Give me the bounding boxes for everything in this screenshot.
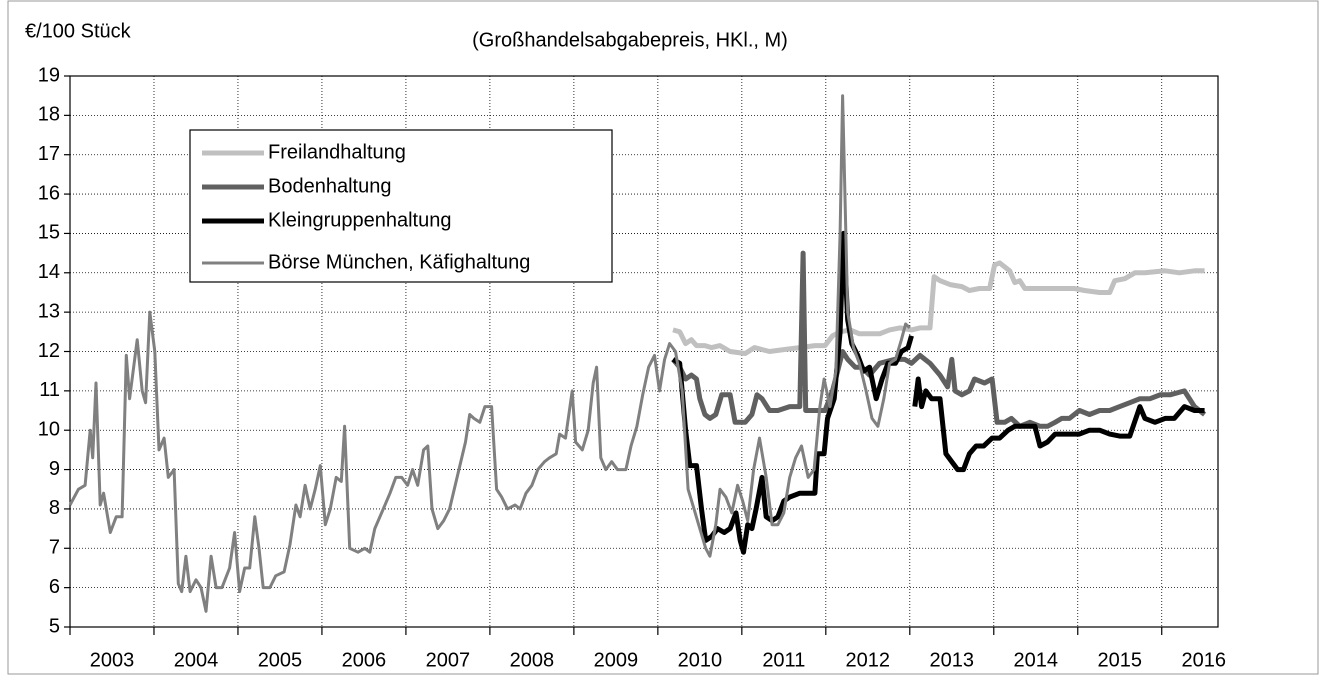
y-tick-label: 15 xyxy=(38,222,60,244)
y-tick-label: 12 xyxy=(38,340,60,362)
x-tick-label: 2006 xyxy=(342,649,387,671)
series-line xyxy=(671,250,1207,429)
x-tick-label: 2004 xyxy=(174,649,219,671)
y-tick-label: 18 xyxy=(38,104,60,126)
legend-label: Kleingruppenhaltung xyxy=(268,209,452,231)
x-tick-label: 2013 xyxy=(930,649,975,671)
x-tick-label: 2003 xyxy=(90,649,135,671)
y-tick-label: 6 xyxy=(49,576,60,598)
y-tick-label: 13 xyxy=(38,300,60,322)
y-tick-label: 11 xyxy=(39,379,60,401)
y-tick-label: 10 xyxy=(38,418,60,440)
y-tick-label: 7 xyxy=(49,537,60,559)
x-tick-label: 2012 xyxy=(846,649,891,671)
series-line xyxy=(68,94,911,613)
legend-label: Freilandhaltung xyxy=(268,141,406,163)
x-tick-label: 2011 xyxy=(762,649,805,671)
y-tick-label: 9 xyxy=(49,458,60,480)
x-tick-label: 2005 xyxy=(258,649,303,671)
x-tick-label: 2009 xyxy=(594,649,639,671)
x-tick-label: 2010 xyxy=(678,649,723,671)
legend-label: Börse München, Käfighaltung xyxy=(268,251,530,273)
series-line xyxy=(912,376,1205,473)
y-tick-label: 16 xyxy=(38,182,60,204)
x-tick-label: 2015 xyxy=(1097,649,1142,671)
y-tick-label: 5 xyxy=(49,615,60,637)
x-tick-label: 2008 xyxy=(510,649,555,671)
x-tick-label: 2007 xyxy=(426,649,471,671)
chart-title: (Großhandelsabgabepreis, HKl., M) xyxy=(472,29,788,51)
x-tick-label: 2014 xyxy=(1014,649,1059,671)
y-tick-label: 8 xyxy=(49,497,60,519)
plot-border xyxy=(69,75,1219,628)
y-tick-label: 19 xyxy=(38,64,60,86)
y-tick-label: 14 xyxy=(38,261,60,283)
y-tick-label: 17 xyxy=(38,143,60,165)
series-line xyxy=(672,260,1205,356)
legend-label: Bodenhaltung xyxy=(268,175,391,197)
y-axis-label: €/100 Stück xyxy=(25,20,132,42)
x-tick-label: 2016 xyxy=(1181,649,1226,671)
